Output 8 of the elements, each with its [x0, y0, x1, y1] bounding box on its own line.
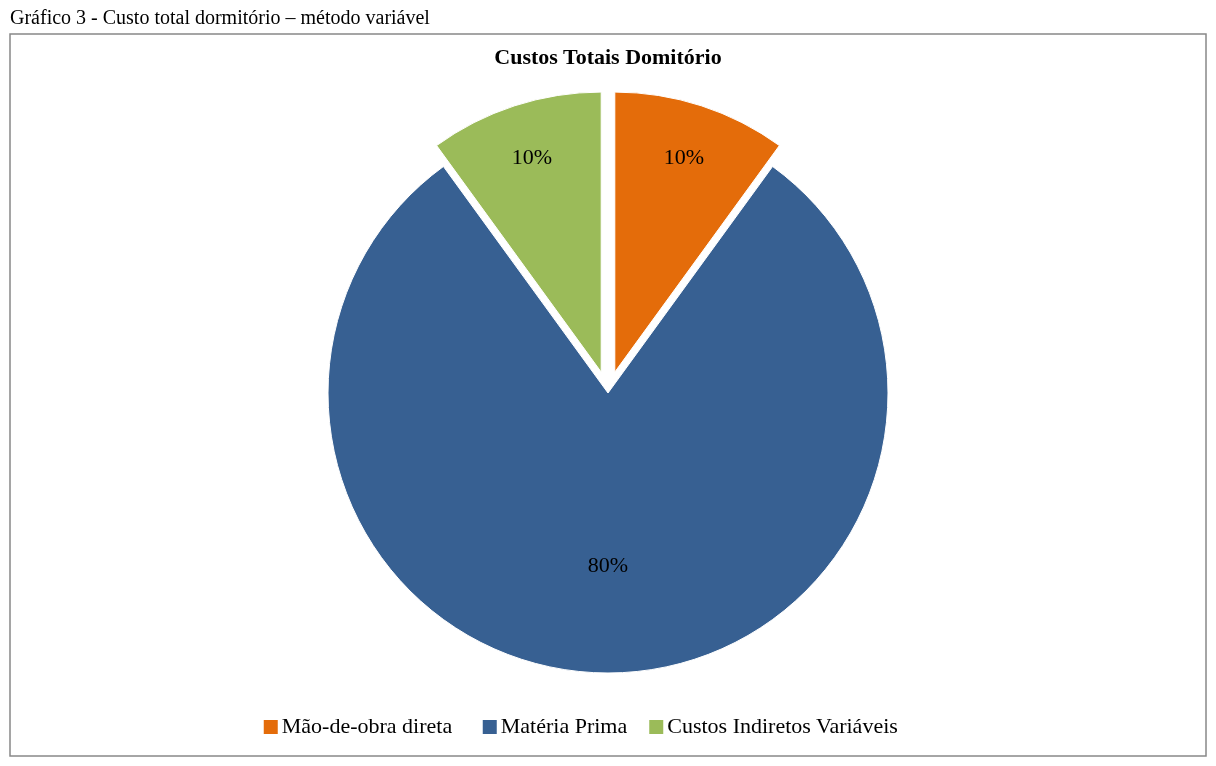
data-label: 10%: [663, 144, 705, 170]
legend-label: Custos Indiretos Variáveis: [667, 713, 898, 739]
data-label: 80%: [587, 551, 629, 577]
legend-label: Matéria Prima: [500, 713, 628, 739]
legend-label: Mão-de-obra direta: [281, 713, 453, 739]
data-label: 10%: [511, 144, 553, 170]
text: Gráfico 3 - Custo total dormitório – método variável: [10, 6, 431, 28]
chart-title: Custos Totais Domitório: [494, 44, 722, 69]
